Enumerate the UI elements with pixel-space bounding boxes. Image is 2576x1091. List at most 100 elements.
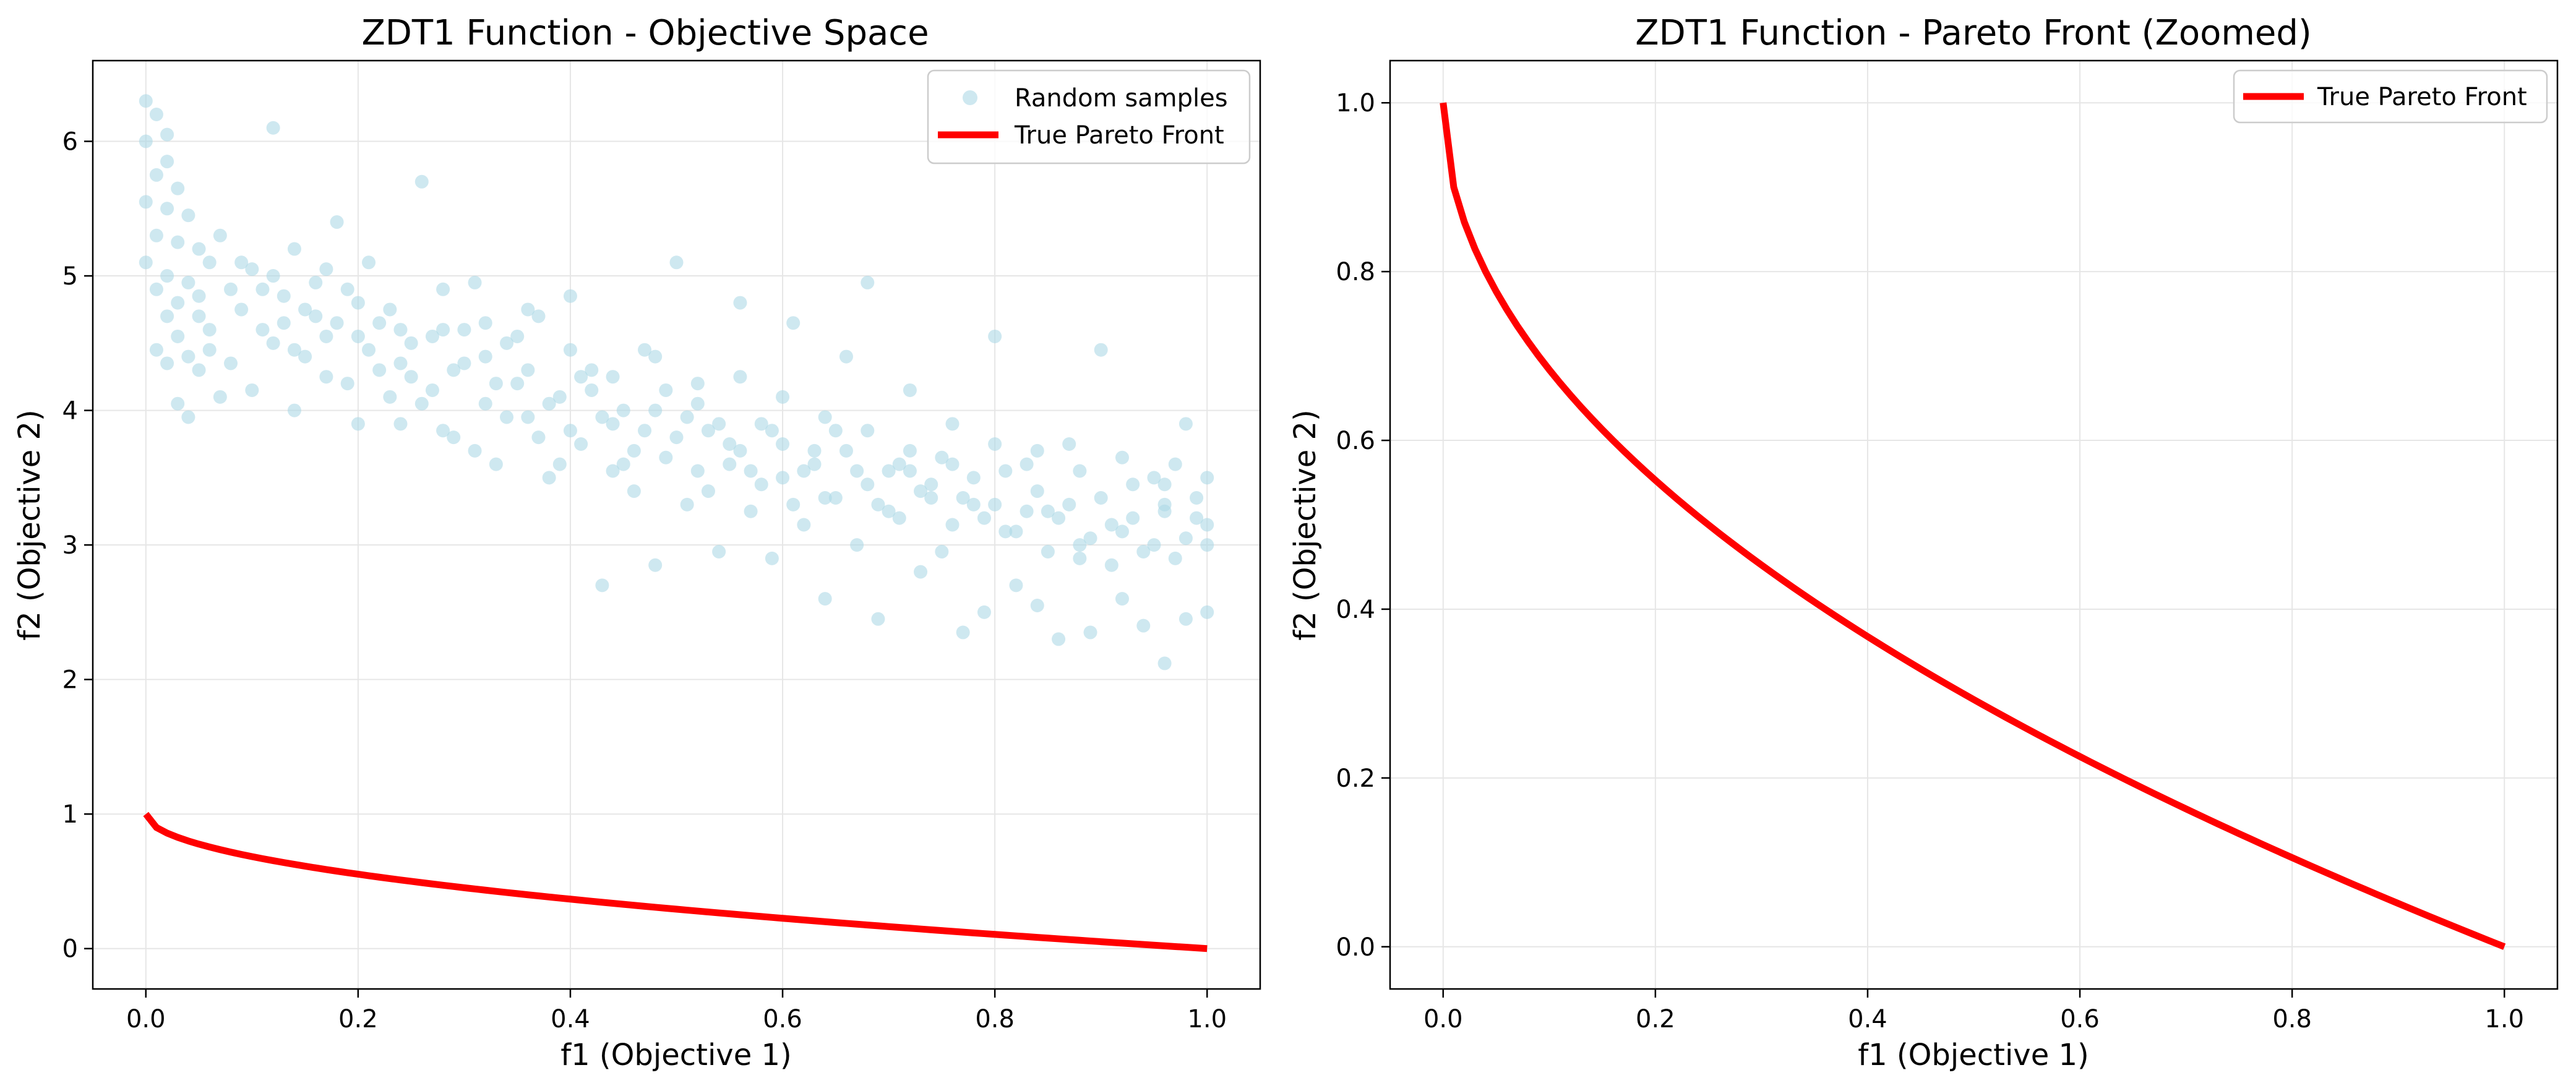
scatter-point [266, 269, 280, 283]
scatter-point [563, 424, 577, 438]
scatter-point [510, 377, 525, 391]
scatter-point [160, 155, 174, 169]
scatter-point [680, 410, 694, 424]
scatter-point [914, 565, 928, 579]
scatter-point [1115, 450, 1129, 464]
scatter-point [1200, 538, 1214, 552]
scatter-point [776, 390, 790, 404]
scatter-point [701, 424, 715, 438]
scatter-point [882, 464, 896, 478]
scatter-point [213, 228, 227, 242]
scatter-point [1073, 551, 1087, 565]
y-tick-label: 0.6 [1336, 427, 1375, 455]
scatter-point [712, 417, 726, 431]
scatter-point [839, 349, 853, 364]
x-tick-label: 0.2 [1636, 1005, 1675, 1033]
scatter-point [181, 349, 195, 364]
scatter-point [468, 443, 482, 458]
scatter-point [266, 121, 280, 135]
scatter-point [861, 424, 875, 438]
scatter-point [1030, 484, 1044, 498]
scatter-point [287, 343, 301, 357]
scatter-point [690, 396, 705, 411]
scatter-point [861, 477, 875, 492]
scatter-point [1052, 632, 1066, 646]
scatter-point [383, 302, 397, 317]
scatter-point [171, 181, 185, 195]
scatter-point [574, 370, 588, 384]
scatter-point [680, 497, 694, 511]
x-tick-label: 0.8 [975, 1005, 1015, 1033]
scatter-point [616, 457, 630, 471]
y-tick-label: 3 [62, 531, 78, 560]
scatter-point [340, 377, 354, 391]
scatter-point [765, 424, 779, 438]
scatter-point [531, 430, 546, 445]
scatter-point [255, 323, 270, 337]
scatter-point [988, 329, 1002, 343]
x-tick-label: 0.2 [338, 1005, 378, 1033]
scatter-point [797, 518, 811, 532]
scatter-point [1179, 612, 1193, 626]
scatter-point [234, 255, 249, 270]
scatter-point [1157, 656, 1172, 670]
scatter-point [945, 518, 960, 532]
scatter-point [1094, 343, 1108, 357]
scatter-point [786, 316, 801, 330]
scatter-point [627, 443, 641, 458]
scatter-point [839, 443, 853, 458]
scatter-point [818, 490, 832, 505]
scatter-point [669, 430, 684, 445]
scatter-point [903, 443, 917, 458]
scatter-point [733, 296, 747, 310]
scatter-point [234, 302, 249, 317]
x-axis-ticks: 0.0 0.2 0.4 0.6 0.8 1.0 [126, 989, 1227, 1033]
scatter-point [414, 396, 429, 411]
scatter-point [828, 490, 843, 505]
scatter-point [362, 343, 376, 357]
scatter-point [202, 255, 217, 270]
scatter-point [659, 383, 673, 397]
scatter-point [224, 356, 238, 370]
scatter-point [638, 343, 652, 357]
scatter-point [383, 390, 397, 404]
pareto-front-line [1440, 102, 2506, 950]
y-tick-label: 0.0 [1336, 933, 1375, 962]
scatter-point [585, 363, 599, 377]
scatter-point [436, 323, 450, 337]
chart-pareto-front-zoomed: ZDT1 Function - Pareto Front (Zoomed) 0.… [1288, 13, 2559, 1072]
scatter-point [1190, 511, 1204, 525]
scatter-point [744, 464, 758, 478]
axes-frame [92, 59, 1261, 990]
x-tick-label: 0.4 [1848, 1005, 1887, 1033]
scatter-point [648, 403, 663, 417]
scatter-point [1157, 504, 1172, 518]
chart-title: ZDT1 Function - Objective Space [361, 13, 929, 53]
scatter-point [988, 497, 1002, 511]
scatter-point [1147, 471, 1161, 485]
scatter-point [871, 497, 885, 511]
scatter-point [1073, 538, 1087, 552]
scatter-point [606, 464, 620, 478]
scatter-point [404, 370, 418, 384]
scatter-point [956, 490, 970, 505]
scatter-point [255, 282, 270, 296]
scatter-point [393, 356, 408, 370]
scatter-point [181, 410, 195, 424]
scatter-point [627, 484, 641, 498]
scatter-point [690, 377, 705, 391]
axes-frame [1389, 59, 2559, 990]
scatter-point [425, 383, 439, 397]
scatter-point [977, 511, 991, 525]
scatter-point [892, 511, 906, 525]
scatter-point [850, 464, 864, 478]
scatter-point [531, 309, 546, 323]
scatter-point [701, 484, 715, 498]
scatter-point [818, 410, 832, 424]
scatter-point [638, 424, 652, 438]
scatter-point [807, 457, 822, 471]
scatter-point [149, 228, 163, 242]
scatter-point [149, 168, 163, 182]
x-axis-ticks: 0.0 0.2 0.4 0.6 0.8 1.0 [1423, 989, 2524, 1033]
legend-box [927, 69, 1251, 165]
